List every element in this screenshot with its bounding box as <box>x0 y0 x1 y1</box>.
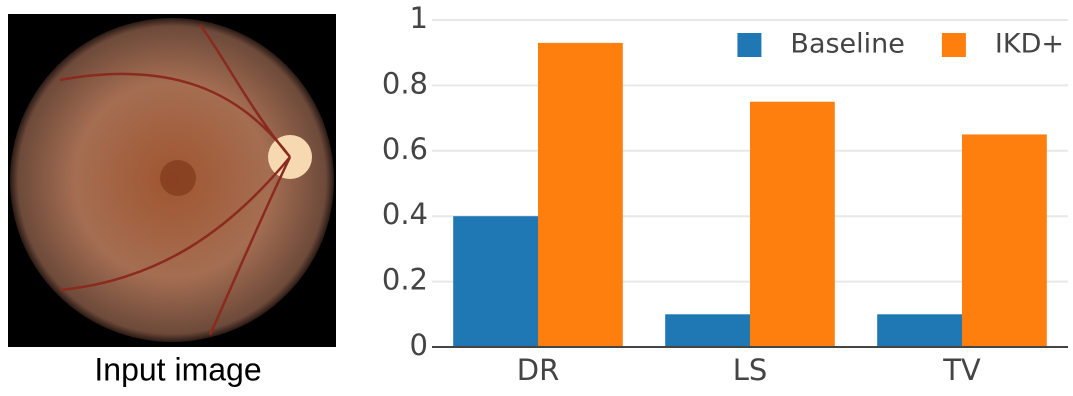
x-tick-label: DR <box>517 353 559 387</box>
bar <box>665 314 750 347</box>
bar <box>750 101 835 347</box>
bar <box>877 314 962 347</box>
chart: 0 0.2 0.4 0.6 0.8 1 DR LS TV IKD+ Baseline <box>382 1 1068 387</box>
bar <box>538 42 623 347</box>
bar <box>962 134 1047 347</box>
input-image <box>8 14 336 347</box>
y-tick-label: 0.4 <box>382 197 428 231</box>
y-tick-label: 0 <box>410 328 428 362</box>
legend-swatch <box>941 33 966 57</box>
legend-swatch <box>737 33 762 57</box>
legend-label: IKD+ <box>995 29 1064 60</box>
y-tick-label: 0.8 <box>382 66 428 100</box>
legend-label: Baseline <box>790 29 904 60</box>
x-tick-label: LS <box>733 353 768 387</box>
vessels <box>59 24 292 336</box>
image-caption: Input image <box>94 351 261 387</box>
macula <box>160 160 196 196</box>
x-tick-label: TV <box>942 353 981 387</box>
y-tick-label: 0.6 <box>382 132 428 166</box>
y-tick-label: 0.2 <box>382 263 428 297</box>
bar <box>453 216 538 347</box>
y-tick-label: 1 <box>410 1 428 35</box>
